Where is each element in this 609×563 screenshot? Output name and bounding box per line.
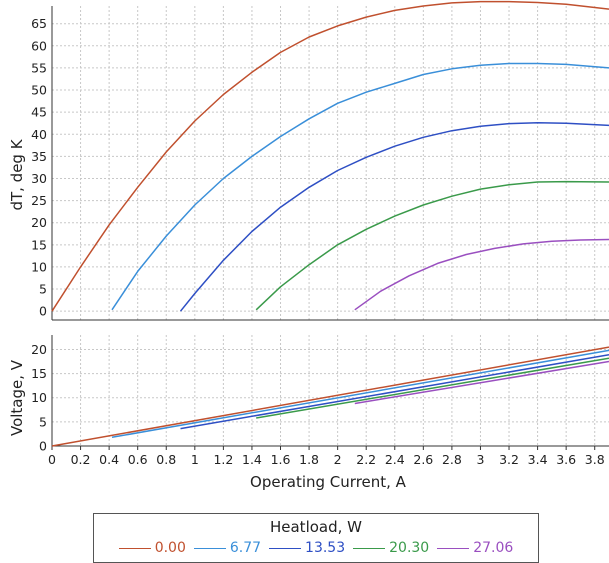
x-tick-label: 0.8 xyxy=(156,452,176,467)
x-tick-label: 3.2 xyxy=(499,452,519,467)
x-axis-label: Operating Current, A xyxy=(250,473,407,491)
x-tick-label: 1.6 xyxy=(271,452,291,467)
legend-item: 6.77 xyxy=(194,540,261,556)
legend-label: 6.77 xyxy=(230,540,261,556)
x-tick-label: 2.6 xyxy=(413,452,433,467)
y-tick-label: 60 xyxy=(31,38,47,53)
legend-label: 20.30 xyxy=(389,540,429,556)
y-tick-label: 40 xyxy=(31,127,47,142)
y-tick-label: 15 xyxy=(31,366,47,381)
legend-item: 13.53 xyxy=(269,540,345,556)
legend-label: 27.06 xyxy=(473,540,513,556)
x-tick-label: 2 xyxy=(334,452,342,467)
legend-item: 0.00 xyxy=(119,540,186,556)
x-tick-label: 3.4 xyxy=(528,452,548,467)
x-tick-label: 2.4 xyxy=(385,452,405,467)
y-tick-label: 5 xyxy=(39,282,47,297)
y-tick-label: 0 xyxy=(39,304,47,319)
legend-item: 20.30 xyxy=(353,540,429,556)
y-tick-label: 10 xyxy=(31,259,47,274)
legend-label: 13.53 xyxy=(305,540,345,556)
y-tick-label: 20 xyxy=(31,215,47,230)
legend-title: Heatload, W xyxy=(94,518,538,536)
y-tick-label: 30 xyxy=(31,171,47,186)
x-tick-label: 3.6 xyxy=(556,452,576,467)
legend-items: 0.00 6.77 13.53 20.30 27.06 xyxy=(94,540,538,556)
dt-axis-label: dT, deg K xyxy=(8,138,26,210)
series-line-6.77 xyxy=(112,64,609,310)
x-tick-label: 3.8 xyxy=(585,452,605,467)
x-tick-label: 2.8 xyxy=(442,452,462,467)
x-tick-label: 1.2 xyxy=(213,452,233,467)
dt-plot: 0 5 10 15 20 25 30 35 40 45 50 55 60 65 xyxy=(31,2,609,320)
series-line-6.77 xyxy=(112,350,609,437)
voltage-axis-label: Voltage, V xyxy=(8,359,26,436)
y-tick-label: 50 xyxy=(31,83,47,98)
y-tick-label: 0 xyxy=(39,439,47,454)
y-tick-label: 20 xyxy=(31,342,47,357)
y-tick-label: 55 xyxy=(31,60,47,75)
x-tick-label: 0.4 xyxy=(99,452,119,467)
series-line-13.53 xyxy=(181,355,609,429)
x-tick-label: 0 xyxy=(48,452,56,467)
legend-swatch xyxy=(437,548,469,549)
x-tick-label: 1 xyxy=(191,452,199,467)
x-tick-label: 1.8 xyxy=(299,452,319,467)
series-line-27.06 xyxy=(355,240,609,310)
legend-swatch xyxy=(269,548,301,549)
y-tick-label: 35 xyxy=(31,149,47,164)
series-line-27.06 xyxy=(355,362,609,404)
y-tick-label: 25 xyxy=(31,193,47,208)
legend-label: 0.00 xyxy=(155,540,186,556)
y-tick-label: 10 xyxy=(31,390,47,405)
x-tick-label: 1.4 xyxy=(242,452,262,467)
x-tick-label: 3 xyxy=(476,452,484,467)
x-tick-label: 2.2 xyxy=(356,452,376,467)
legend-swatch xyxy=(119,548,151,549)
y-tick-label: 65 xyxy=(31,16,47,31)
legend-swatch xyxy=(194,548,226,549)
voltage-plot: 0 5 10 15 20 0 0.2 0.4 0.6 0.8 1 1.2 1.4 1.6 1.8 2 2.2 2.… xyxy=(31,335,609,467)
y-tick-label: 45 xyxy=(31,105,47,120)
x-tick-label: 0.6 xyxy=(128,452,148,467)
series-line-0.00 xyxy=(52,347,609,446)
legend: Heatload, W 0.00 6.77 13.53 20.30 27.06 xyxy=(93,513,539,563)
legend-item: 27.06 xyxy=(437,540,513,556)
y-tick-label: 5 xyxy=(39,414,47,429)
y-tick-label: 15 xyxy=(31,237,47,252)
x-tick-label: 0.2 xyxy=(71,452,91,467)
legend-swatch xyxy=(353,548,385,549)
